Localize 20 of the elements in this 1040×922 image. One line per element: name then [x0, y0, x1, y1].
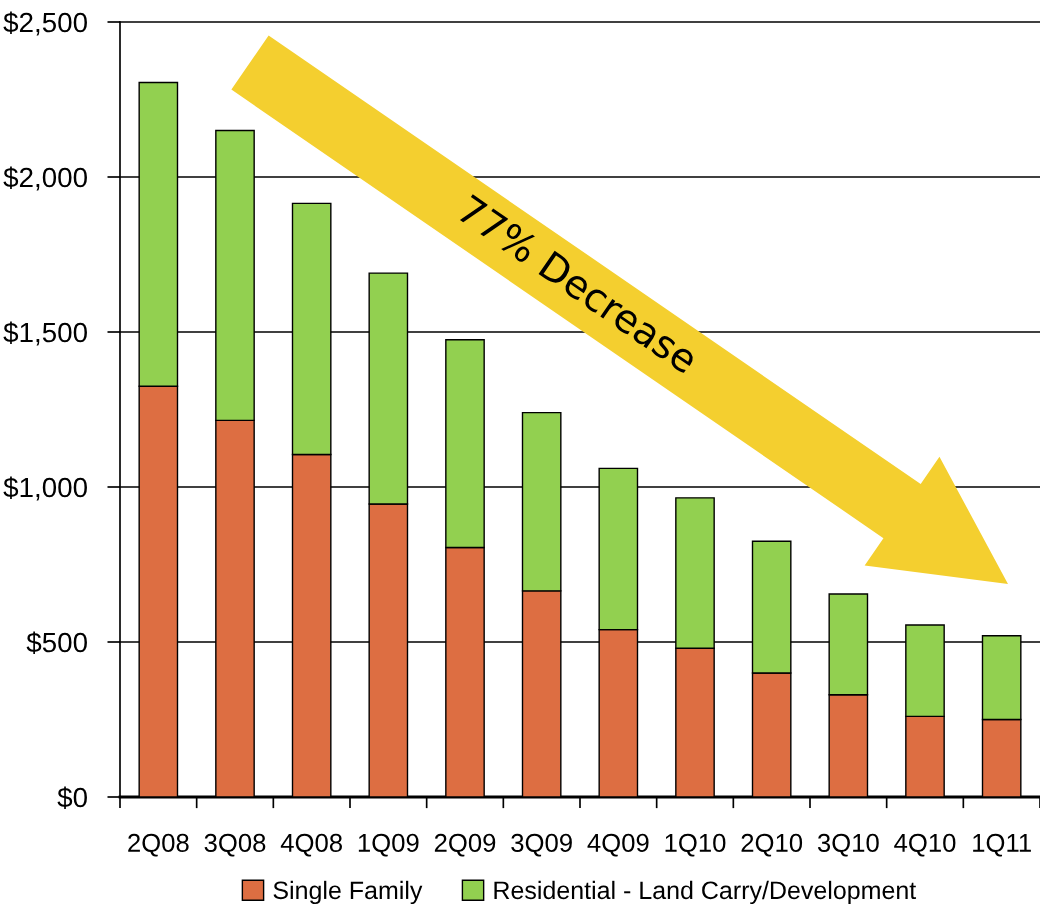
- y-tick-label: $1,000: [3, 476, 87, 501]
- x-tick-label: 1Q11: [973, 833, 1031, 857]
- y-tick-label: $0: [57, 786, 87, 809]
- y-tick-label: $2,500: [3, 11, 87, 36]
- x-tick-label: 2Q09: [434, 833, 496, 857]
- legend-label: Single Family: [273, 880, 423, 905]
- x-tick-label: 3Q08: [204, 833, 266, 857]
- y-tick-label: $500: [26, 631, 87, 654]
- x-tick-label: 1Q09: [358, 833, 419, 857]
- x-tick-label: 3Q10: [817, 833, 879, 857]
- x-tick-label: 4Q09: [587, 833, 649, 857]
- x-tick-label: 3Q09: [511, 833, 572, 857]
- legend-label: Residential - Land Carry/Development: [494, 880, 917, 905]
- x-tick-label: 2Q10: [741, 833, 803, 857]
- x-tick-label: 1Q10: [665, 833, 726, 857]
- x-tick-label: 2Q08: [128, 833, 189, 857]
- x-tick-label: 4Q08: [280, 833, 342, 857]
- y-tick-label: $1,500: [3, 321, 87, 346]
- y-tick-label: $2,000: [3, 166, 87, 191]
- x-tick-label: 4Q10: [894, 833, 956, 857]
